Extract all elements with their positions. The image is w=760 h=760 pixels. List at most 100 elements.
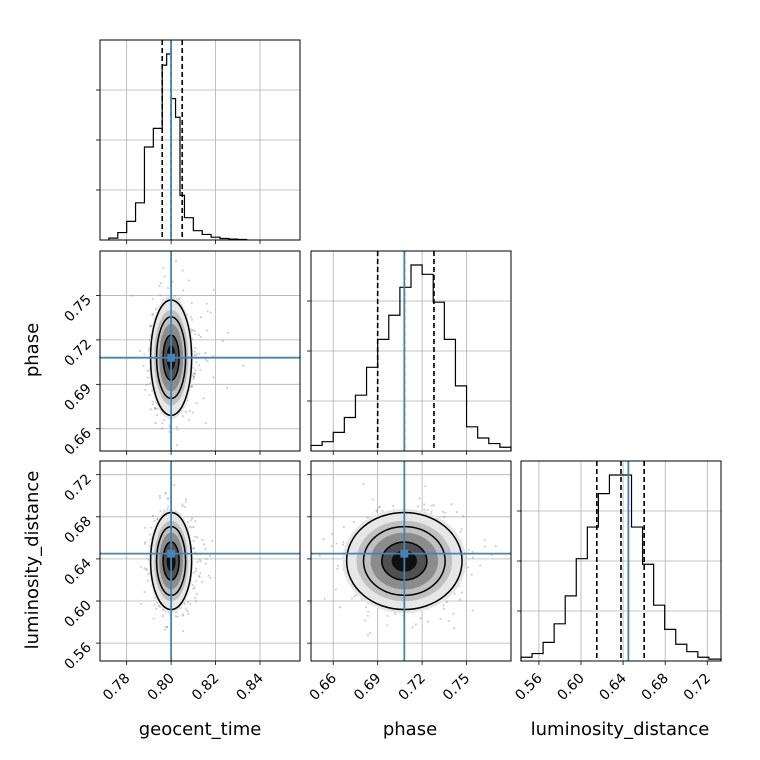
sample-point [153,596,156,599]
x-tick-label-geocent_time: 0.78 [100,671,133,704]
sample-point [204,358,207,361]
sample-point [432,503,435,507]
sample-point [159,282,163,285]
sample-point [138,349,141,352]
sample-point [174,615,178,618]
sample-point [192,375,196,378]
scatter-geocent_time-phase-background [100,251,300,451]
sample-point [225,386,229,389]
y-tick-label-phase: 0.69 [61,381,94,414]
sample-point [144,388,147,391]
sample-point [392,504,395,507]
sample-point [371,498,374,501]
sample-point [209,311,212,314]
sample-point [161,614,165,618]
x-tick-label-phase: 0.75 [440,671,473,704]
x-tick-label-phase: 0.66 [307,670,340,703]
sample-point [394,612,397,615]
sample-point [352,520,355,524]
sample-point [149,381,152,385]
sample-point [145,567,148,571]
sample-point [198,352,201,355]
scatter-phase-luminosity_distance-panel: 0.66 0.69 0.72 0.75 [307,460,512,704]
sample-point [186,521,189,524]
sample-point [158,494,161,498]
sample-point [211,539,214,543]
sample-point [363,619,367,622]
sample-point [151,514,154,517]
sample-point [453,627,456,630]
sample-point [153,603,156,606]
y-tick-label-luminosity_distance: 0.68 [61,513,94,546]
sample-point [146,579,149,582]
x-axis-label-geocent-time: geocent_time [139,719,262,740]
sample-point [151,314,154,317]
sample-point [424,485,427,488]
sample-point [161,422,164,425]
sample-point [167,497,170,500]
sample-point [381,509,384,513]
sample-point [378,506,381,509]
sample-point [369,631,372,635]
sample-point [194,535,197,538]
sample-point [442,515,446,518]
sample-point [459,530,462,534]
sample-point [189,316,193,319]
x-tick-label-luminosity_distance: 0.64 [597,670,630,703]
sample-point [366,516,369,519]
sample-point [419,617,422,620]
sample-point [187,279,190,282]
x-tick-label-luminosity_distance: 0.68 [639,671,672,704]
sample-point [183,602,186,606]
sample-point [162,418,166,422]
sample-point [155,607,158,611]
sample-point [164,625,167,628]
sample-point [462,514,465,518]
x-tick-label-luminosity_distance: 0.60 [554,671,587,704]
sample-point [173,484,176,487]
sample-point [181,504,184,508]
sample-point [189,602,192,605]
sample-point [148,393,151,397]
sample-point [194,520,197,523]
sample-point [460,591,463,594]
sample-point [471,550,474,553]
histogram-step-geocent_time [108,53,248,241]
sample-point [459,598,462,601]
sample-point [146,369,149,373]
sample-point [191,584,194,587]
sample-point [155,407,158,410]
sample-point [192,539,195,542]
sample-point [483,538,487,541]
sample-point [176,615,179,618]
sample-point [184,608,188,611]
sample-point [455,511,459,514]
sample-point [143,567,146,570]
sample-point [162,267,165,270]
sample-point [151,297,154,300]
sample-point [164,492,167,495]
x-tick-label-geocent_time: 0.82 [189,671,222,704]
panel-content [311,461,511,661]
sample-point [163,275,166,278]
sample-point [426,508,429,512]
sample-point [192,329,195,332]
sample-point [195,361,198,364]
sample-point [467,549,470,552]
sample-point [430,510,433,513]
sample-point [153,406,156,410]
sample-point [342,525,345,529]
x-axis-label-phase: phase [383,719,437,740]
sample-point [185,498,188,501]
sample-point [190,385,194,388]
sample-point [194,333,197,336]
y-tick-label-luminosity_distance: 0.72 [61,471,94,504]
histogram-step-phase [310,264,512,451]
y-tick-label-luminosity_distance: 0.56 [61,640,94,673]
sample-point [193,547,196,550]
sample-point [366,614,369,617]
sample-point [192,526,195,529]
sample-point [193,376,196,379]
sample-point [450,503,453,506]
sample-point [149,325,152,328]
